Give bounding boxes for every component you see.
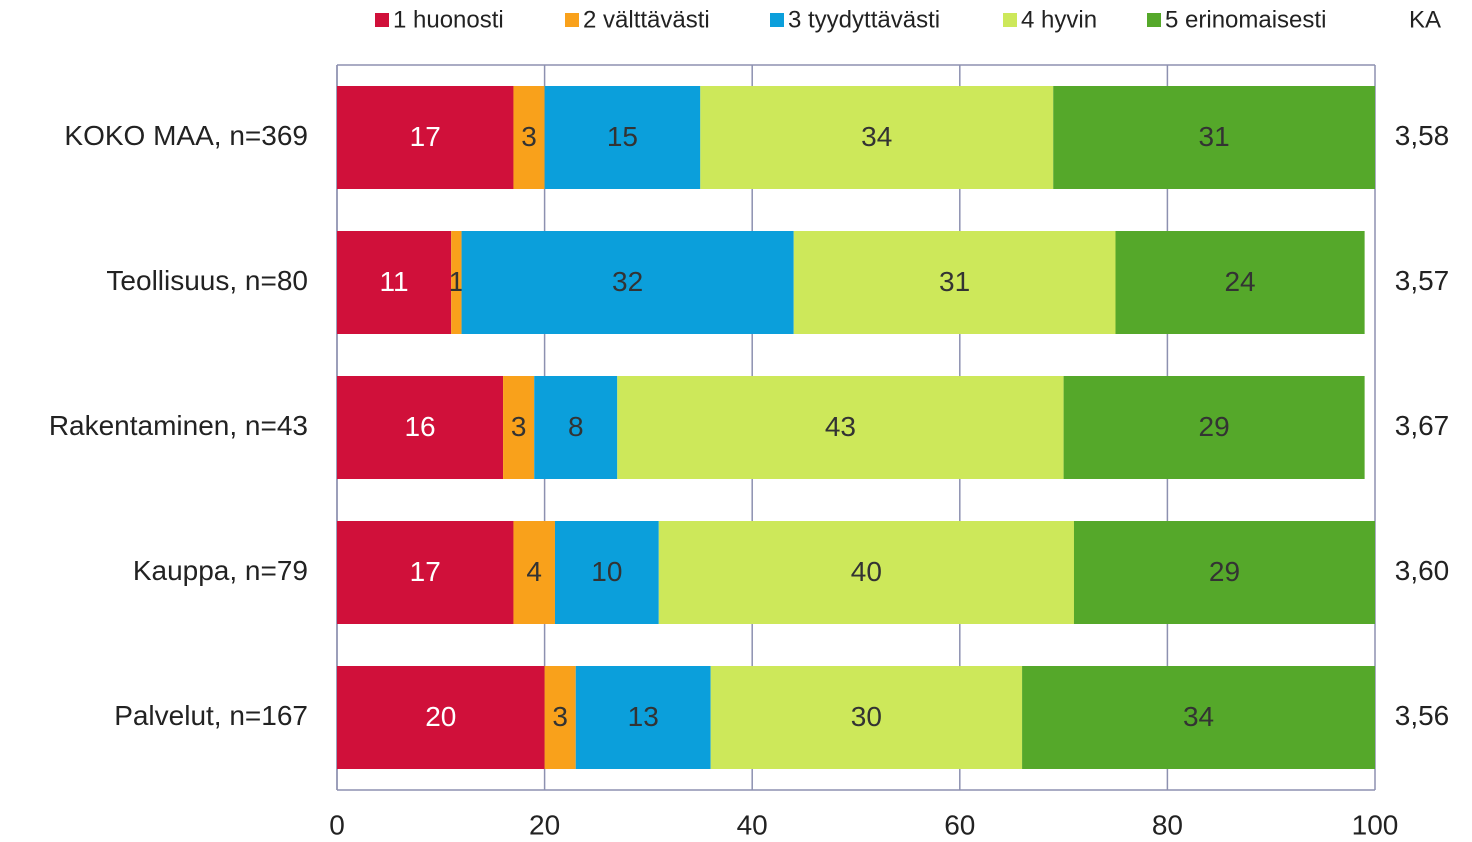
y-tick-label: Rakentaminen, n=43	[49, 410, 308, 441]
y-tick-label: Palvelut, n=167	[114, 700, 308, 731]
bar-segment	[1115, 231, 1365, 334]
bar-segment	[793, 231, 1116, 334]
data-label: 31	[1199, 121, 1230, 152]
x-tick-label: 80	[1152, 809, 1183, 840]
x-tick-label: 100	[1352, 809, 1399, 840]
legend-swatch	[770, 13, 784, 27]
data-label: 31	[939, 266, 970, 297]
bar-segment	[1063, 376, 1365, 479]
bar-segment	[710, 666, 1023, 769]
bar-segment	[337, 376, 504, 479]
bar-segment	[513, 86, 545, 189]
data-label: 3	[552, 701, 568, 732]
data-label: 40	[851, 556, 882, 587]
legend-swatch	[375, 13, 389, 27]
data-label: 32	[612, 266, 643, 297]
data-label: 17	[410, 556, 441, 587]
data-label: 13	[628, 701, 659, 732]
bar-segment	[451, 231, 462, 334]
y-tick-label: Teollisuus, n=80	[106, 265, 308, 296]
bar-segment	[337, 86, 514, 189]
legend-label: 5 erinomaisesti	[1165, 6, 1326, 33]
data-label: 29	[1209, 556, 1240, 587]
legend-swatch	[565, 13, 579, 27]
bar-segment	[461, 231, 794, 334]
bar-segment	[1022, 666, 1375, 769]
bar-segment	[534, 376, 618, 479]
data-label: 1	[449, 266, 465, 297]
data-label: 34	[861, 121, 892, 152]
bar-segment	[1073, 521, 1375, 624]
x-tick-label: 60	[944, 809, 975, 840]
y-tick-label: KOKO MAA, n=369	[64, 120, 308, 151]
bar-segment	[337, 666, 545, 769]
bar-segment	[503, 376, 535, 479]
bar-segment	[658, 521, 1074, 624]
data-label: 24	[1224, 266, 1255, 297]
bar-segment	[544, 86, 701, 189]
bar-segment	[617, 376, 1064, 479]
bar-segment	[1053, 86, 1375, 189]
secondary-value: 3,57	[1395, 265, 1450, 296]
secondary-value: 3,67	[1395, 410, 1450, 441]
legend-label: 3 tyydyttävästi	[788, 6, 940, 33]
bar-segment	[554, 521, 659, 624]
data-label: 30	[851, 701, 882, 732]
data-label: 3	[521, 121, 537, 152]
secondary-value: 3,58	[1395, 120, 1450, 151]
data-label: 34	[1183, 701, 1214, 732]
data-label: 16	[404, 411, 435, 442]
x-tick-label: 40	[737, 809, 768, 840]
data-label: 17	[410, 121, 441, 152]
secondary-value: 3,60	[1395, 555, 1450, 586]
data-label: 20	[425, 701, 456, 732]
x-tick-label: 20	[529, 809, 560, 840]
data-label: 3	[511, 411, 527, 442]
data-label: 43	[825, 411, 856, 442]
data-label: 29	[1199, 411, 1230, 442]
bar-segment	[575, 666, 711, 769]
x-tick-label: 0	[329, 809, 345, 840]
legend-label: 2 välttävästi	[583, 6, 710, 33]
data-label: 8	[568, 411, 584, 442]
y-tick-label: Kauppa, n=79	[133, 555, 308, 586]
legend-label: 4 hyvin	[1021, 6, 1097, 33]
data-label: 15	[607, 121, 638, 152]
data-label: 10	[591, 556, 622, 587]
legend-swatch	[1147, 13, 1161, 27]
legend-swatch	[1003, 13, 1017, 27]
secondary-header: KA	[1409, 6, 1441, 33]
bar-segment	[513, 521, 555, 624]
legend-label: 1 huonosti	[393, 6, 504, 33]
secondary-value: 3,56	[1395, 700, 1450, 731]
bar-segment	[700, 86, 1054, 189]
data-label: 4	[526, 556, 542, 587]
data-label: 11	[380, 266, 409, 297]
bar-segment	[337, 521, 514, 624]
bar-segment	[337, 231, 452, 334]
bar-segment	[544, 666, 576, 769]
